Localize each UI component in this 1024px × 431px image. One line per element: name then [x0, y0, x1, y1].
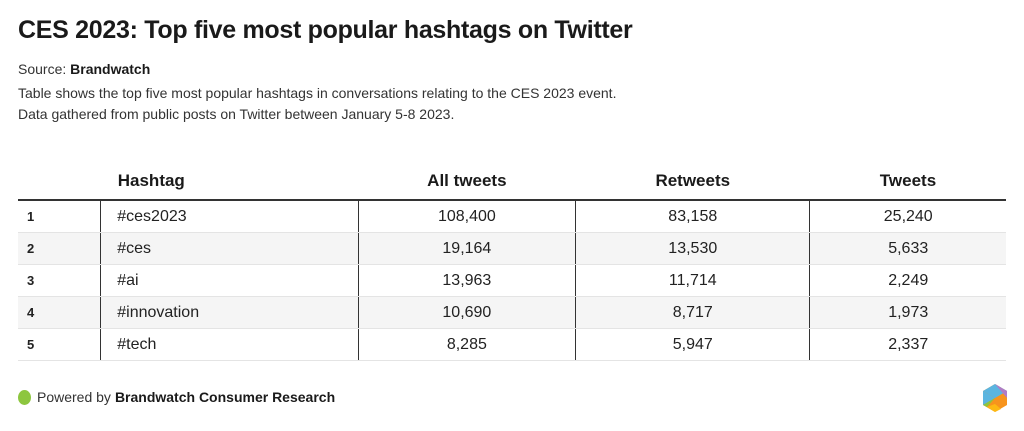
- footer-brand: Brandwatch Consumer Research: [114, 389, 336, 405]
- source: Source: Brandwatch: [18, 61, 150, 77]
- cell-retweets: 83,158: [575, 200, 811, 233]
- cell-all-tweets: 108,400: [358, 200, 577, 233]
- cell-rank: 1: [18, 200, 102, 233]
- cell-retweets: 5,947: [575, 328, 811, 361]
- source-label: Source:: [18, 61, 67, 77]
- cell-tweets: 2,337: [809, 328, 1006, 361]
- table-row: 3 #ai 13,963 11,714 2,249: [18, 264, 1006, 297]
- hashtag-table: Hashtag All tweets Retweets Tweets 1 #ces202…: [18, 163, 1006, 361]
- cell-all-tweets: 13,963: [358, 264, 577, 297]
- table-row: 2 #ces 19,164 13,530 5,633: [18, 232, 1006, 265]
- cell-hashtag: #ces: [100, 232, 359, 265]
- table-row: 5 #tech 8,285 5,947 2,337: [18, 328, 1006, 361]
- column-header-all-tweets: All tweets: [358, 163, 576, 201]
- cell-rank: 5: [18, 328, 102, 361]
- footer-prefix: Powered by: [37, 389, 111, 405]
- table-row: 4 #innovation 10,690 8,717 1,973: [18, 296, 1006, 329]
- cell-retweets: 13,530: [575, 232, 811, 265]
- cell-all-tweets: 8,285: [358, 328, 577, 361]
- cell-all-tweets: 10,690: [358, 296, 577, 329]
- description-line: Table shows the top five most popular ha…: [18, 85, 617, 101]
- cell-tweets: 1,973: [809, 296, 1006, 329]
- cell-retweets: 8,717: [575, 296, 811, 329]
- cell-hashtag: #tech: [100, 328, 359, 361]
- description: Table shows the top five most popular ha…: [18, 83, 616, 125]
- brandwatch-logo-icon: [983, 384, 1007, 412]
- chart-title: CES 2023: Top five most popular hashtags…: [18, 16, 633, 44]
- brand-dot-icon: [18, 389, 31, 405]
- description-line: Data gathered from public posts on Twitt…: [18, 106, 455, 122]
- cell-all-tweets: 19,164: [358, 232, 577, 265]
- cell-retweets: 11,714: [575, 264, 811, 297]
- column-header-hashtag: Hashtag: [100, 163, 359, 201]
- cell-tweets: 25,240: [809, 200, 1006, 233]
- cell-tweets: 5,633: [809, 232, 1006, 265]
- cell-rank: 4: [18, 296, 102, 329]
- cell-hashtag: #innovation: [100, 296, 359, 329]
- column-header-rank: [18, 163, 101, 201]
- column-header-tweets: Tweets: [809, 163, 1006, 201]
- cell-tweets: 2,249: [809, 264, 1006, 297]
- cell-hashtag: #ai: [100, 264, 359, 297]
- table-row: 1 #ces2023 108,400 83,158 25,240: [18, 200, 1006, 233]
- cell-rank: 3: [18, 264, 102, 297]
- cell-hashtag: #ces2023: [100, 200, 359, 233]
- table-header-row: Hashtag All tweets Retweets Tweets: [18, 163, 1006, 201]
- cell-rank: 2: [18, 232, 102, 265]
- footer: Powered by Brandwatch Consumer Research: [18, 389, 335, 405]
- column-header-retweets: Retweets: [575, 163, 810, 201]
- source-name: Brandwatch: [70, 61, 151, 77]
